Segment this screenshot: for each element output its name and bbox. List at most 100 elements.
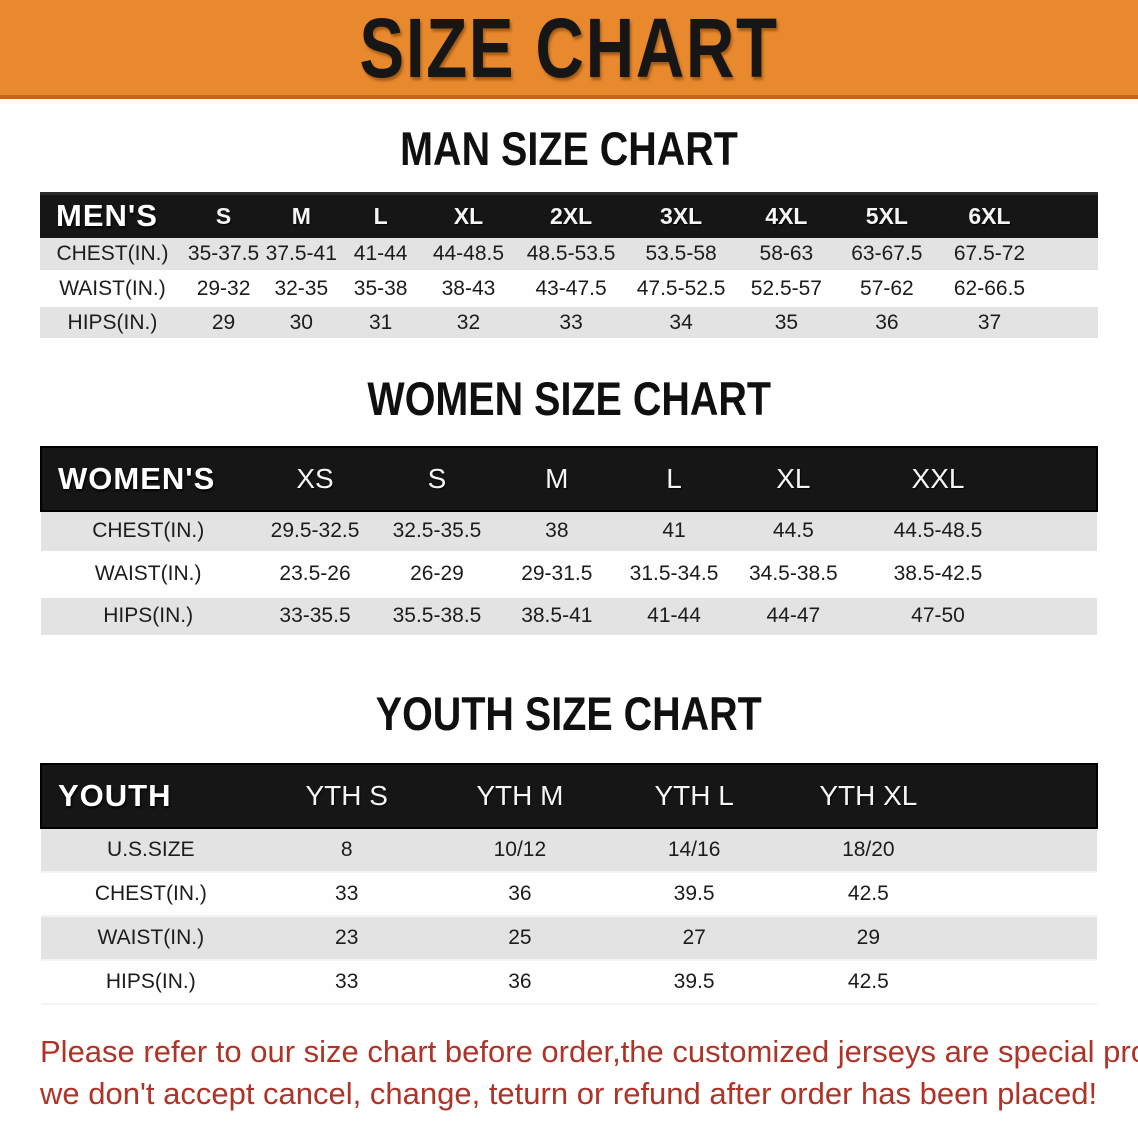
row-filler — [1041, 305, 1098, 340]
row-filler — [1023, 595, 1097, 637]
size-column-header: YTH M — [476, 779, 564, 811]
row-filler — [1041, 271, 1098, 306]
row-filler — [955, 827, 1097, 872]
banner: SIZE CHART — [0, 0, 1138, 99]
size-column-header: L — [373, 202, 388, 229]
measurement-value: 38.5-41 — [499, 595, 615, 637]
measurement-label: HIPS(IN.) — [40, 305, 185, 340]
youth-section: YOUTH SIZE CHART YOUTH YTH S YTH M YTH L YTH… — [0, 690, 1138, 1005]
row-filler — [955, 915, 1097, 960]
measurement-value: 41-44 — [614, 595, 734, 637]
measurement-row: CHEST(IN.) 35-37.5 37.5-41 41-44 44-48.5 48.5… — [40, 237, 1098, 272]
measurement-value: 37 — [937, 305, 1042, 340]
measurement-value: 37.5-41 — [262, 237, 341, 272]
measurement-row: U.S.SIZE 8 10/12 14/16 18/20 — [41, 827, 1097, 872]
header-filler — [1023, 447, 1097, 511]
measurement-value: 44.5 — [733, 511, 853, 553]
size-column-header: M — [291, 202, 311, 229]
measurement-row: WAIST(IN.) 23.5-26 26-29 29-31.5 31.5-34.5 34… — [41, 553, 1097, 595]
measurement-value: 38 — [499, 511, 615, 553]
table-category-label: WOMEN'S — [58, 461, 216, 496]
measurement-row: CHEST(IN.) 29.5-32.5 32.5-35.5 38 41 44.5 44.5… — [41, 511, 1097, 553]
table-category-label: MEN'S — [56, 198, 158, 234]
measurement-label: U.S.SIZE — [41, 827, 261, 872]
measurement-value: 27 — [607, 915, 782, 960]
measurement-value: 33 — [516, 305, 627, 340]
measurement-value: 58-63 — [736, 237, 837, 272]
measurement-label: WAIST(IN.) — [40, 271, 185, 306]
measurement-value: 23 — [260, 915, 433, 960]
size-column-header: L — [666, 463, 682, 494]
measurement-value: 29 — [184, 305, 263, 340]
row-filler — [955, 959, 1097, 1004]
women-section-heading-text: WOMEN SIZE CHART — [367, 372, 771, 425]
measurement-value: 38-43 — [420, 271, 517, 306]
measurement-value: 62-66.5 — [937, 271, 1042, 306]
measurement-value: 43-47.5 — [516, 271, 627, 306]
measurement-value: 39.5 — [607, 871, 782, 916]
measurement-value: 42.5 — [781, 959, 956, 1004]
measurement-label: WAIST(IN.) — [41, 915, 261, 960]
measurement-value: 47.5-52.5 — [626, 271, 737, 306]
size-column-header: XL — [453, 202, 484, 229]
women-size-table: WOMEN'S XS S M L XL XXL CHEST(IN.) 29.5-32.5 32.5… — [40, 446, 1098, 640]
women-section: WOMEN SIZE CHART WOMEN'S XS S M L XL XXL CHEST(… — [0, 375, 1138, 640]
measurement-row: HIPS(IN.) 33-35.5 35.5-38.5 38.5-41 41-44 44-… — [41, 595, 1097, 637]
measurement-value: 35-38 — [340, 271, 421, 306]
women-section-heading: WOMEN SIZE CHART — [0, 375, 1138, 422]
measurement-value: 44-47 — [733, 595, 853, 637]
size-column-header: XS — [296, 463, 334, 494]
size-column-header: M — [545, 463, 569, 494]
size-table-header-row: MEN'S S M L XL 2XL 3XL 4XL 5XL 6XL — [40, 193, 1098, 238]
measurement-value: 36 — [432, 871, 607, 916]
measurement-label: HIPS(IN.) — [41, 959, 261, 1004]
measurement-value: 36 — [836, 305, 938, 340]
measurement-value: 32-35 — [262, 271, 341, 306]
size-table-header-row: WOMEN'S XS S M L XL XXL — [41, 447, 1097, 511]
header-filler — [1042, 194, 1098, 238]
measurement-value: 33 — [260, 959, 433, 1004]
row-filler — [955, 871, 1097, 916]
measurement-value: 29 — [781, 915, 956, 960]
measurement-value: 48.5-53.5 — [516, 237, 627, 272]
men-table-wrap: MEN'S S M L XL 2XL 3XL 4XL 5XL 6XL CHEST(IN.) 35-37… — [0, 192, 1138, 341]
measurement-value: 29-31.5 — [499, 553, 615, 595]
measurement-label: CHEST(IN.) — [41, 871, 261, 916]
banner-title: SIZE CHART — [359, 0, 779, 95]
measurement-label: CHEST(IN.) — [41, 511, 256, 553]
youth-section-heading: YOUTH SIZE CHART — [0, 690, 1138, 737]
measurement-row: HIPS(IN.) 29 30 31 32 33 34 35 36 37 — [40, 305, 1098, 340]
youth-size-table: YOUTH YTH S YTH M YTH L YTH XL U.S.SIZE 8 10/12… — [40, 763, 1098, 1005]
measurement-value: 32 — [420, 305, 517, 340]
men-section-heading: MAN SIZE CHART — [0, 125, 1138, 172]
youth-section-heading-text: YOUTH SIZE CHART — [375, 686, 763, 740]
measurement-value: 33-35.5 — [255, 595, 375, 637]
size-table-header-row: YOUTH YTH S YTH M YTH L YTH XL — [41, 763, 1097, 828]
measurement-value: 52.5-57 — [736, 271, 837, 306]
measurement-label: WAIST(IN.) — [41, 553, 256, 595]
measurement-value: 32.5-35.5 — [374, 511, 500, 553]
header-filler — [955, 764, 1097, 828]
men-size-table: MEN'S S M L XL 2XL 3XL 4XL 5XL 6XL CHEST(IN.) 35-37… — [40, 192, 1098, 341]
women-table-wrap: WOMEN'S XS S M L XL XXL CHEST(IN.) 29.5-32.5 32.5… — [0, 446, 1138, 640]
measurement-value: 36 — [432, 959, 607, 1004]
size-column-header: 6XL — [968, 202, 1011, 229]
measurement-label: CHEST(IN.) — [40, 237, 185, 272]
measurement-value: 18/20 — [781, 827, 956, 872]
measurement-row: WAIST(IN.) 29-32 32-35 35-38 38-43 43-47.5 47.… — [40, 271, 1098, 306]
measurement-value: 14/16 — [607, 827, 782, 872]
size-column-header: S — [427, 463, 447, 494]
measurement-value: 35.5-38.5 — [374, 595, 500, 637]
measurement-value: 10/12 — [432, 827, 607, 872]
measurement-value: 41-44 — [340, 237, 421, 272]
men-section-heading-text: MAN SIZE CHART — [400, 122, 738, 175]
size-column-header: XXL — [911, 463, 965, 494]
measurement-value: 29-32 — [184, 271, 263, 306]
measurement-value: 38.5-42.5 — [853, 553, 1024, 595]
size-column-header: S — [215, 202, 232, 229]
measurement-row: CHEST(IN.) 33 36 39.5 42.5 — [41, 871, 1097, 916]
measurement-value: 23.5-26 — [255, 553, 375, 595]
measurement-value: 39.5 — [607, 959, 782, 1004]
measurement-value: 31.5-34.5 — [614, 553, 734, 595]
